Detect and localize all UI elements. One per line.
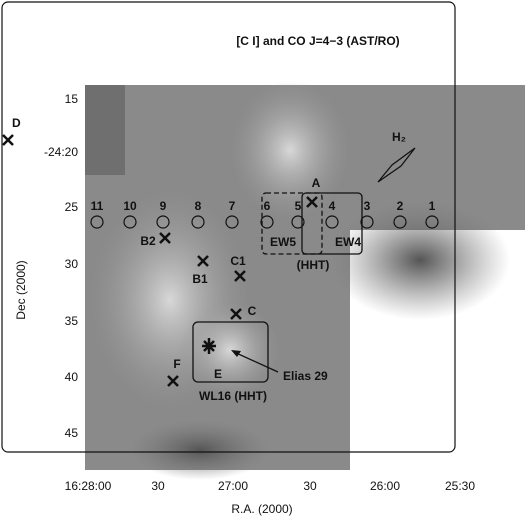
hht-label: (HHT) — [297, 258, 330, 272]
arrowhead — [231, 350, 241, 357]
arrow — [233, 351, 279, 373]
wl16-label: WL16 (HHT) — [199, 389, 267, 403]
map-image — [85, 80, 525, 480]
source-label: F — [173, 357, 180, 371]
strip-label: 10 — [123, 199, 137, 213]
ew5-box — [261, 192, 323, 255]
strip-label: 11 — [91, 199, 104, 213]
strip-circle — [123, 215, 137, 229]
y-tick-label: 45 — [65, 426, 79, 440]
h2-shape — [377, 147, 416, 183]
source-label: D — [12, 116, 21, 130]
y-tick-label: -24:20 — [44, 145, 78, 159]
star-marker — [202, 338, 216, 354]
strip-circle — [90, 215, 104, 229]
strip-circle — [425, 215, 439, 229]
ew4-box — [301, 192, 363, 255]
strip-label: 5 — [295, 199, 302, 213]
x-tick-label: 25:30 — [445, 479, 475, 493]
y-tick-label: 40 — [65, 370, 79, 384]
source-label: C — [248, 304, 257, 318]
cross-marker — [2, 134, 14, 146]
strip-label: 2 — [397, 199, 404, 213]
y-tick-label: 30 — [65, 257, 79, 271]
source-label: C1 — [230, 254, 246, 268]
ew4-label: EW4 — [335, 235, 361, 249]
h2-label: H₂ — [392, 130, 406, 144]
x-axis-label: R.A. (2000) — [231, 502, 292, 516]
strip-circle — [291, 215, 305, 229]
x-tick-label: 30 — [151, 479, 165, 493]
strip-circle — [191, 215, 205, 229]
source-label: B2 — [140, 234, 156, 248]
strip-label: 4 — [329, 199, 336, 213]
strip-label: 8 — [195, 199, 202, 213]
title: [C I] and CO J=4−3 (AST/RO) — [236, 34, 399, 48]
cross-marker — [306, 196, 318, 208]
source-label: A — [312, 176, 321, 190]
frame — [1, 1, 456, 453]
cross-marker — [230, 308, 242, 320]
strip-circle — [393, 215, 407, 229]
strip-label: 6 — [264, 199, 271, 213]
strip-circle — [325, 215, 339, 229]
x-tick-label: 27:00 — [218, 479, 248, 493]
strip-label: 7 — [229, 199, 236, 213]
strip-circle — [360, 215, 374, 229]
y-axis-label: Dec (2000) — [14, 260, 28, 319]
strip-label: 9 — [160, 199, 167, 213]
strip-circle — [260, 215, 274, 229]
wl16-box — [192, 321, 269, 383]
cross-marker — [197, 255, 209, 267]
elias-label: Elias 29 — [283, 369, 328, 383]
cross-marker — [167, 375, 179, 387]
y-tick-label: 15 — [65, 92, 79, 106]
strip-circle — [156, 215, 170, 229]
source-label: E — [214, 367, 222, 381]
cross-marker — [159, 232, 171, 244]
y-tick-label: 25 — [65, 200, 79, 214]
strip-label: 3 — [364, 199, 371, 213]
x-tick-label: 30 — [303, 479, 317, 493]
cross-marker — [234, 270, 246, 282]
strip-label: 1 — [429, 199, 436, 213]
x-tick-label: 16:28:00 — [65, 479, 112, 493]
source-label: B1 — [192, 272, 208, 286]
strip-circle — [225, 215, 239, 229]
ew5-label: EW5 — [270, 235, 296, 249]
y-tick-label: 35 — [65, 314, 79, 328]
x-tick-label: 26:00 — [370, 479, 400, 493]
